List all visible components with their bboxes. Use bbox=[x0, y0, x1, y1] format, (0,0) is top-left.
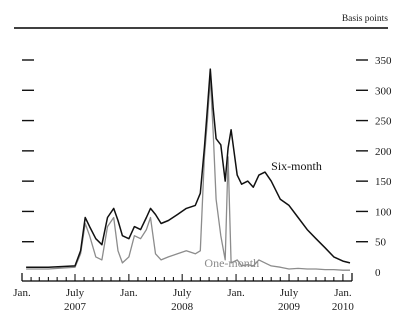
x-tick-label: July bbox=[173, 287, 192, 299]
x-tick-label: Jan. bbox=[334, 287, 352, 299]
y-tick-label: 200 bbox=[375, 146, 392, 158]
y-tick-label: 0 bbox=[375, 267, 381, 279]
y-tick-label: 150 bbox=[375, 176, 392, 188]
x-year-label: 2007 bbox=[64, 301, 87, 313]
x-tick-label: Jan. bbox=[120, 287, 138, 299]
x-axis: Jan. July Jan. July Jan. July Jan. 2007 2008 2009… bbox=[13, 273, 354, 313]
y-tick-label: 250 bbox=[375, 116, 392, 128]
x-tick-label: July bbox=[66, 287, 85, 299]
y-tick-label: 300 bbox=[375, 85, 392, 97]
x-year-label: 2009 bbox=[278, 301, 301, 313]
series-label: One-month bbox=[204, 256, 259, 270]
x-year-label: 2010 bbox=[332, 301, 355, 313]
y-tick-label: 350 bbox=[375, 55, 392, 67]
unit-label: Basis points bbox=[342, 14, 388, 24]
right-axis: 0 50 100 150 200 250 300 350 bbox=[356, 55, 392, 279]
series-line-six-month bbox=[26, 68, 351, 268]
y-tick-label: 50 bbox=[375, 237, 387, 249]
x-tick-label: Jan. bbox=[227, 287, 245, 299]
left-axis-ticks bbox=[22, 59, 34, 243]
x-tick-label: Jan. bbox=[13, 287, 31, 299]
series-label: Six-month bbox=[271, 159, 322, 173]
x-year-label: 2008 bbox=[171, 301, 194, 313]
x-tick-label: July bbox=[280, 287, 299, 299]
y-tick-label: 100 bbox=[375, 206, 392, 218]
plot-area bbox=[26, 68, 351, 271]
series-line-one-month bbox=[26, 77, 350, 271]
annotations: Six-month One-month bbox=[204, 159, 321, 270]
